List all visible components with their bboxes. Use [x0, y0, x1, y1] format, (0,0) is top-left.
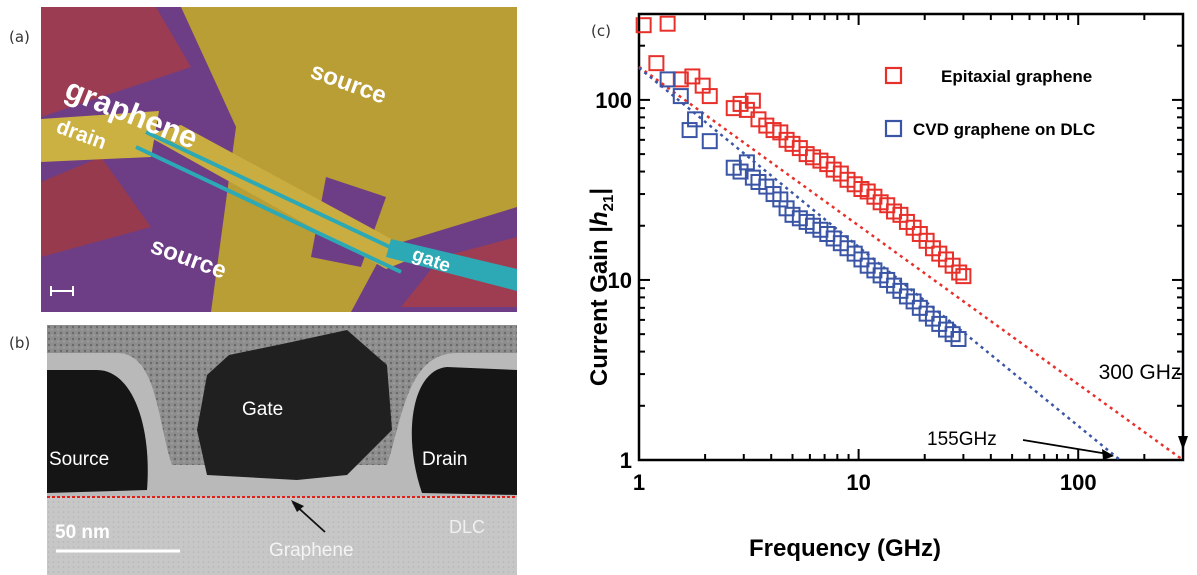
x-axis-label: Frequency (GHz): [749, 535, 941, 562]
tem-cross-section: Gate Source Drain 50 nm DLC Graphene: [47, 325, 517, 575]
data-point-series-1: [672, 88, 689, 105]
data-point-series-0: [738, 101, 755, 118]
data-point-series-1: [681, 122, 698, 139]
source-contact: [47, 370, 148, 493]
y-axis-label: Current Gain |h21|: [586, 188, 617, 386]
legend-marker-series-0: [884, 66, 903, 85]
gate-pad: [386, 239, 517, 291]
tem-label-dlc: DLC: [449, 517, 485, 537]
data-point-series-1: [738, 154, 755, 171]
data-point-series-0: [778, 131, 795, 148]
data-point-series-1: [659, 71, 676, 88]
dielectric-layer: [47, 353, 517, 497]
data-point-series-0: [635, 17, 652, 34]
substrate-red-left: [41, 157, 151, 257]
panel-label-a: (a): [9, 28, 30, 46]
dlc-substrate: [47, 497, 517, 575]
y-tick-label: 10: [608, 268, 632, 293]
data-point-series-0: [744, 92, 761, 109]
data-point-series-1: [701, 133, 718, 150]
data-point-series-0: [955, 268, 972, 285]
y-tick-label: 100: [595, 88, 632, 113]
tem-label-gate: Gate: [242, 399, 283, 420]
substrate-red-top: [41, 7, 191, 117]
legend-marker-series-1: [884, 119, 903, 138]
drain-contact: [411, 367, 517, 495]
legend-label-series-1: CVD graphene on DLC: [913, 120, 1095, 139]
data-point-series-0: [684, 68, 701, 85]
annotation-155ghz: 155GHz: [927, 429, 997, 450]
fit-line-series-0: [638, 65, 1184, 462]
legend-label-series-0: Epitaxial graphene: [941, 67, 1092, 86]
panel-label-b: (b): [9, 334, 31, 352]
data-point-series-0: [951, 264, 968, 281]
gate-contact: [197, 330, 392, 480]
data-point-series-1: [687, 111, 704, 128]
x-tick-label: 1: [633, 470, 645, 495]
y-tick-label: 1: [620, 448, 632, 473]
current-gain-chart: 1 10 100 1 10 100 300 GHz 155GHz Epitaxial gra…: [586, 12, 1188, 562]
arrowhead-155ghz: [1102, 449, 1115, 460]
drain-electrode: [41, 111, 159, 162]
tem-label-source: Source: [49, 449, 109, 470]
sem-micrograph: graphene source drain source gate: [41, 7, 517, 312]
tem-label-scale: 50 nm: [55, 522, 110, 543]
data-point-series-1: [744, 169, 761, 186]
gate-finger-2: [145, 130, 412, 259]
plot-frame: [637, 12, 1185, 462]
data-point-series-0: [648, 55, 665, 72]
data-point-series-1: [944, 326, 961, 343]
panel-label-c: (c): [591, 22, 611, 40]
x-tick-label: 10: [846, 470, 870, 495]
data-point-series-1: [950, 330, 967, 347]
gate-finger-1: [135, 145, 402, 274]
arrow-155ghz: [1022, 439, 1109, 455]
data-point-series-0: [659, 15, 676, 32]
tem-label-graphene: Graphene: [269, 540, 354, 561]
tem-label-drain: Drain: [422, 449, 467, 470]
data-point-series-0: [701, 88, 718, 105]
x-tick-label: 100: [1060, 470, 1097, 495]
arrowhead-300ghz: [1178, 436, 1188, 450]
annotation-300ghz: 300 GHz: [1099, 361, 1182, 384]
